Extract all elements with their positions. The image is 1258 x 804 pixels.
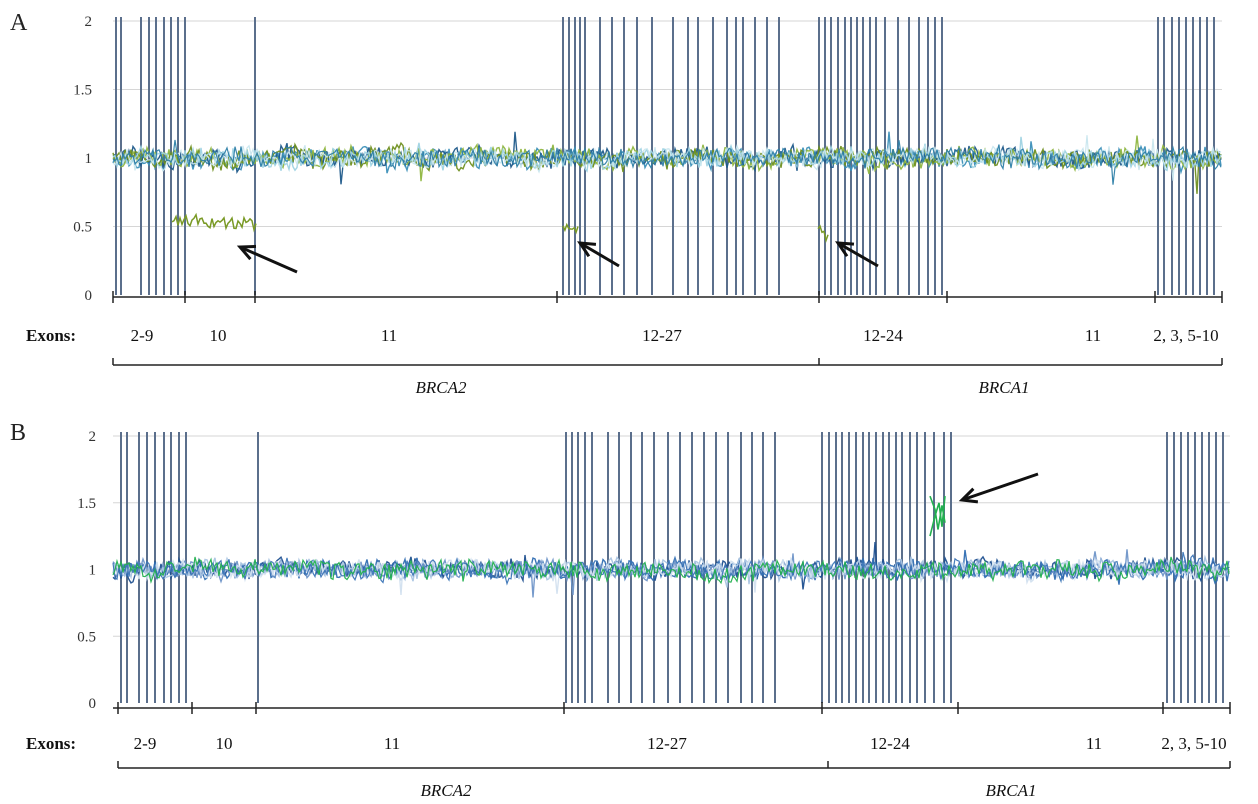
gene-label: BRCA1 [986, 781, 1037, 800]
arrow-head [236, 244, 257, 261]
exon-region-label: 11 [1085, 326, 1101, 345]
panel-a: A 0 0.5 1 1.5 2 Exons: 2-9 10 11 12-27 12-24 11 2, 3,… [10, 10, 1223, 397]
arrow-head [835, 241, 855, 258]
deletion-trace [562, 222, 579, 235]
y-tick-label: 1.5 [73, 83, 92, 99]
y-tick-label: 2 [89, 429, 97, 445]
gene-label: BRCA2 [421, 781, 472, 800]
gene-label: BRCA2 [416, 378, 467, 397]
exons-label: Exons: [26, 326, 76, 345]
exon-region-label: 2, 3, 5-10 [1161, 734, 1226, 753]
deletion-trace [817, 224, 829, 244]
exon-region-label: 11 [1086, 734, 1102, 753]
ratio-trace [112, 135, 1222, 181]
y-tick-label: 2 [85, 14, 93, 30]
panel-b: B 0 0.5 1 1.5 2 Exons: 2-9 10 11 12-27 12-24 11 2, 3,… [10, 420, 1231, 800]
exon-region-label: 12-27 [647, 734, 687, 753]
y-tick-label: 1 [89, 563, 97, 579]
y-tick-label: 0 [89, 696, 97, 712]
exon-region-label: 2-9 [134, 734, 157, 753]
y-tick-label: 1.5 [77, 496, 96, 512]
exon-region-label: 12-27 [642, 326, 682, 345]
panel-letter: A [10, 10, 28, 36]
ratio-trace [112, 556, 1230, 585]
arrow-line [837, 241, 879, 268]
arrow-head [958, 487, 979, 504]
exons-label: Exons: [26, 734, 76, 753]
exon-region-label: 12-24 [870, 734, 910, 753]
exon-region-label: 10 [210, 326, 227, 345]
panel-letter: B [10, 420, 26, 446]
arrow-line [961, 472, 1039, 502]
arrow-line [239, 245, 298, 274]
exon-region-label: 11 [381, 326, 397, 345]
exon-region-label: 12-24 [863, 326, 903, 345]
y-tick-label: 0 [85, 288, 93, 304]
exon-region-label: 11 [384, 734, 400, 753]
y-tick-label: 0.5 [77, 629, 96, 645]
arrow-head [577, 241, 597, 258]
ratio-trace [112, 139, 1222, 185]
gene-label: BRCA1 [979, 378, 1030, 397]
exon-region-label: 10 [216, 734, 233, 753]
exon-region-label: 2-9 [131, 326, 154, 345]
y-tick-label: 0.5 [73, 220, 92, 236]
y-tick-label: 1 [85, 151, 93, 167]
arrow-line [579, 241, 620, 268]
deletion-trace [171, 212, 257, 233]
duplication-trace [929, 496, 946, 537]
exon-region-label: 2, 3, 5-10 [1153, 326, 1218, 345]
